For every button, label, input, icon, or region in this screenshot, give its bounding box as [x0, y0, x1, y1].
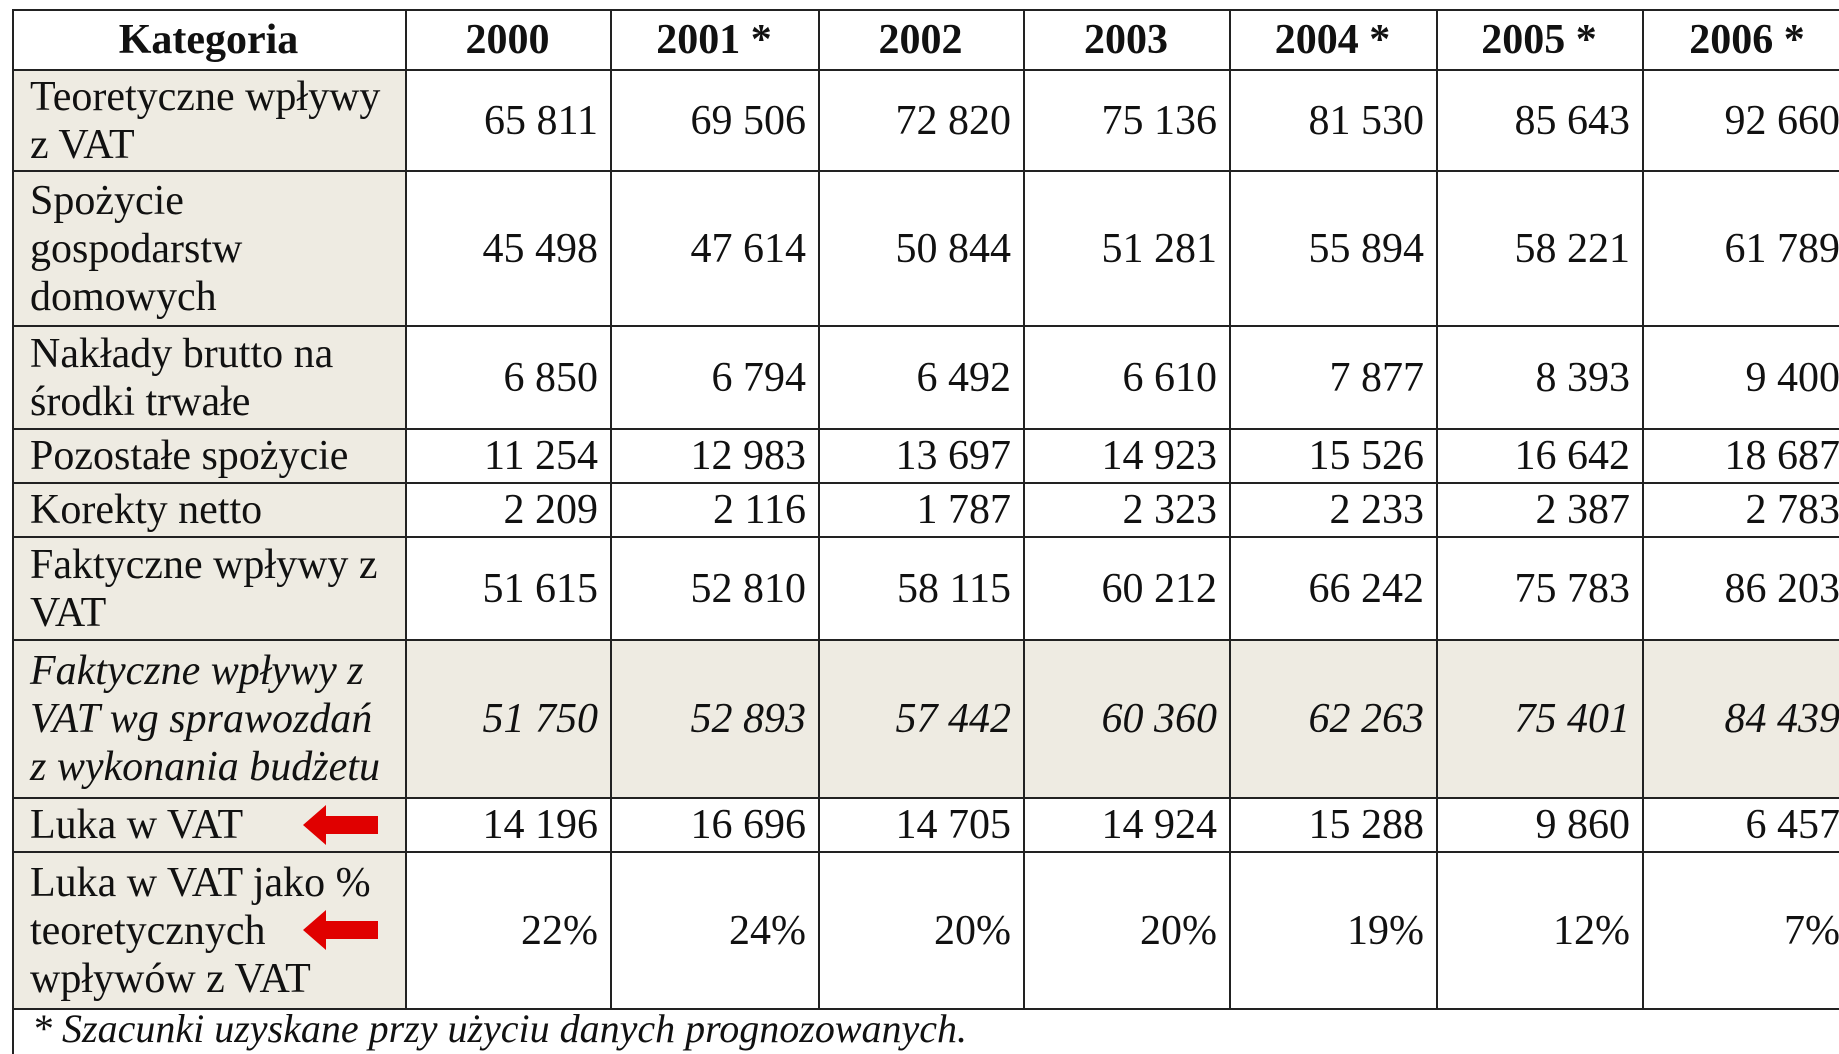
cell: 2 209	[405, 482, 612, 538]
cell: 20%	[1023, 851, 1231, 1010]
cell: 60 360	[1023, 639, 1231, 799]
cell: 57 442	[818, 639, 1025, 799]
cell: 2 116	[610, 482, 820, 538]
cell: 24%	[610, 851, 820, 1010]
header-cell: Kategoria	[12, 9, 407, 71]
cell: 62 263	[1229, 639, 1438, 799]
header-cell: 2005 *	[1436, 9, 1644, 71]
cell: 6 492	[818, 325, 1025, 430]
cell: 12%	[1436, 851, 1644, 1010]
cell: 51 281	[1023, 170, 1231, 327]
cell: 8 393	[1436, 325, 1644, 430]
cell: 13 697	[818, 428, 1025, 484]
cell: 2 783	[1642, 482, 1839, 538]
red-arrow	[303, 805, 378, 845]
cell: 75 136	[1023, 69, 1231, 172]
cell: 52 810	[610, 536, 820, 641]
cell: 18 687	[1642, 428, 1839, 484]
cell: 81 530	[1229, 69, 1438, 172]
cell: 20%	[818, 851, 1025, 1010]
cell: 15 288	[1229, 797, 1438, 853]
cell: 6 610	[1023, 325, 1231, 430]
cell: 19%	[1229, 851, 1438, 1010]
cell: 2 323	[1023, 482, 1231, 538]
cell: 2 233	[1229, 482, 1438, 538]
cell: 11 254	[405, 428, 612, 484]
cell: 92 660	[1642, 69, 1839, 172]
cell: 58 221	[1436, 170, 1644, 327]
cell: 51 615	[405, 536, 612, 641]
cell: 84 439	[1642, 639, 1839, 799]
header-cell: 2002	[818, 9, 1025, 71]
cell: 51 750	[405, 639, 612, 799]
cell: 60 212	[1023, 536, 1231, 641]
cell: 6 794	[610, 325, 820, 430]
cell: 58 115	[818, 536, 1025, 641]
row-label: Nakłady brutto na środki trwałe	[12, 325, 407, 430]
cell: 75 783	[1436, 536, 1644, 641]
red-arrow	[303, 910, 378, 950]
table-row: Nakłady brutto na środki trwałe 6 850 6 79…	[12, 325, 1839, 430]
row-label: Faktyczne wpływy z VAT	[12, 536, 407, 641]
cell: 14 705	[818, 797, 1025, 853]
cell: 22%	[405, 851, 612, 1010]
cell: 50 844	[818, 170, 1025, 327]
cell: 61 789	[1642, 170, 1839, 327]
table-row: Luka w VAT jako % teoretycznych wpływów …	[12, 851, 1839, 1010]
table-body: Teoretyczne wpływy z VAT 65 811 69 506 72 8…	[12, 69, 1839, 1010]
cell: 55 894	[1229, 170, 1438, 327]
header-cell: 2000	[405, 9, 612, 71]
table-row: Pozostałe spożycie 11 254 12 983 13 697 14 9…	[12, 428, 1839, 484]
cell: 6 850	[405, 325, 612, 430]
cell: 16 696	[610, 797, 820, 853]
cell: 45 498	[405, 170, 612, 327]
footnote: * Szacunki uzyskane przy użyciu danych p…	[12, 1009, 967, 1054]
cell: 15 526	[1229, 428, 1438, 484]
table-row: Faktyczne wpływy z VAT wg sprawozdań z w…	[12, 639, 1839, 799]
table-row: Faktyczne wpływy z VAT 51 615 52 810 58 115…	[12, 536, 1839, 641]
header-row: Kategoria 2000 2001 * 2002 2003 2004 * 2005 * 2…	[12, 9, 1839, 71]
cell: 9 860	[1436, 797, 1644, 853]
row-label: Teoretyczne wpływy z VAT	[12, 69, 407, 172]
cell: 85 643	[1436, 69, 1644, 172]
cell: 7 877	[1229, 325, 1438, 430]
cell: 72 820	[818, 69, 1025, 172]
row-label: Spożycie gospodarstw domowych	[12, 170, 407, 327]
row-label: Luka w VAT	[12, 797, 407, 853]
cell: 66 242	[1229, 536, 1438, 641]
cell: 69 506	[610, 69, 820, 172]
table-row: Korekty netto 2 209 2 116 1 787 2 323 2 233 2 …	[12, 482, 1839, 538]
cell: 9 400	[1642, 325, 1839, 430]
cell: 7%	[1642, 851, 1839, 1010]
header-cell: 2003	[1023, 9, 1231, 71]
cell: 52 893	[610, 639, 820, 799]
cell: 6 457	[1642, 797, 1839, 853]
cell: 47 614	[610, 170, 820, 327]
row-label: Korekty netto	[12, 482, 407, 538]
table-row: Teoretyczne wpływy z VAT 65 811 69 506 72 8…	[12, 69, 1839, 172]
header-cell: 2004 *	[1229, 9, 1438, 71]
header-cell: 2001 *	[610, 9, 820, 71]
header-cell: 2006 *	[1642, 9, 1839, 71]
row-label: Faktyczne wpływy z VAT wg sprawozdań z w…	[12, 639, 407, 799]
cell: 65 811	[405, 69, 612, 172]
cell: 16 642	[1436, 428, 1644, 484]
cell: 14 924	[1023, 797, 1231, 853]
cell: 75 401	[1436, 639, 1644, 799]
cell: 14 923	[1023, 428, 1231, 484]
cell: 86 203	[1642, 536, 1839, 641]
cell: 12 983	[610, 428, 820, 484]
vat-table: Kategoria 2000 2001 * 2002 2003 2004 * 2005 * 2…	[12, 9, 1839, 1010]
cell: 14 196	[405, 797, 612, 853]
row-label: Pozostałe spożycie	[12, 428, 407, 484]
table-row: Spożycie gospodarstw domowych 45 498 47 61…	[12, 170, 1839, 327]
table-row: Luka w VAT 14 196 16 696 14 705 14 924 15 288…	[12, 797, 1839, 853]
cell: 1 787	[818, 482, 1025, 538]
cell: 2 387	[1436, 482, 1644, 538]
